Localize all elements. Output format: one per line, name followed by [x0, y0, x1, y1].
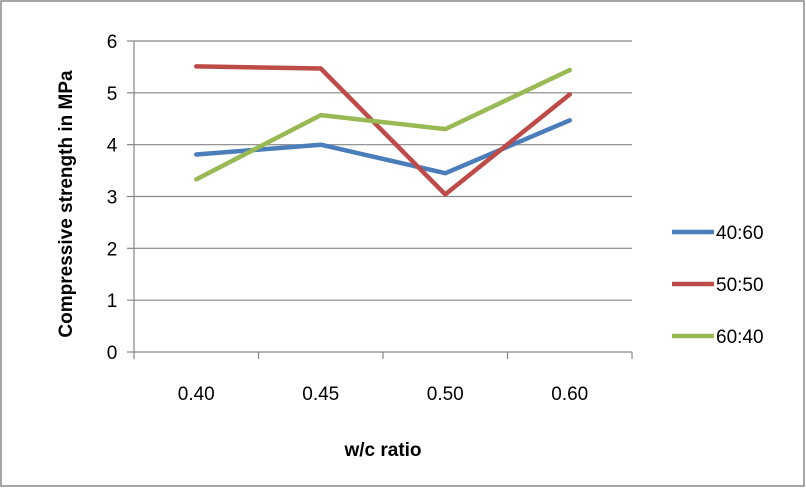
legend-label-0: 40:60 [716, 223, 764, 244]
y-tick-label: 6 [107, 32, 118, 53]
y-tick-label: 3 [107, 188, 118, 209]
y-tick-label: 1 [107, 291, 118, 312]
series-line-2 [194, 67, 573, 182]
axes [127, 40, 633, 359]
y-tick-label: 0 [107, 343, 118, 364]
x-tick-label: 0.40 [178, 384, 215, 405]
gridlines [134, 40, 632, 301]
legend-label-1: 50:50 [716, 275, 764, 296]
series-line-1 [194, 64, 573, 197]
x-tick-label: 0.50 [427, 384, 464, 405]
y-tick-label: 2 [107, 239, 118, 260]
tick-labels: 0 1 2 3 4 5 6 0.40 0.45 0.50 0.60 [107, 32, 589, 405]
y-tick-label: 5 [107, 84, 118, 105]
y-tick-label: 4 [107, 136, 118, 157]
y-axis-label: Compressive strength in MPa [56, 70, 77, 338]
legend-label-2: 60:40 [716, 327, 764, 348]
x-axis-label: w/c ratio [343, 440, 421, 461]
series-lines [194, 64, 573, 197]
legend: 40:60 50:50 60:40 [672, 223, 764, 348]
x-tick-label: 0.45 [302, 384, 339, 405]
x-tick-label: 0.60 [551, 384, 588, 405]
